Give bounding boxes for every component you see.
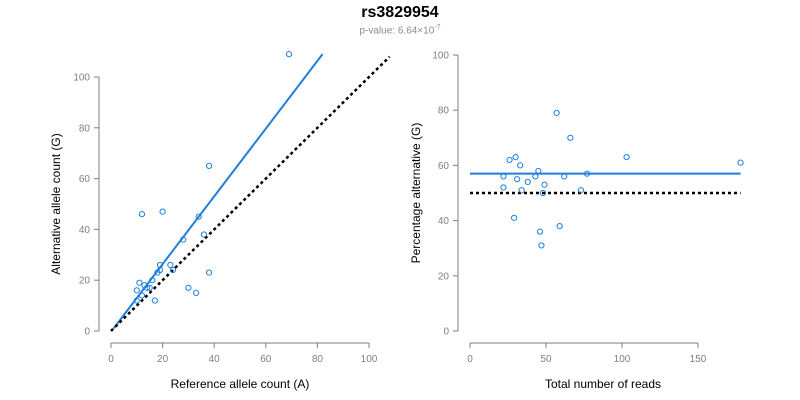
panel-1-data-point: [185, 284, 192, 291]
panel-1-x-tick-label: 0: [108, 354, 114, 365]
panel-1-y-axis-title: Alternative allele count (G): [49, 133, 63, 274]
panel-2-y-tick-label: 60: [438, 161, 450, 172]
panel-2-x-tick-label: 150: [690, 354, 707, 365]
panel-1-data-point: [167, 261, 174, 269]
panel-1-y-tick-label: 100: [73, 73, 90, 84]
panel-1-x-tick-label: 20: [157, 354, 169, 365]
panel-1-data-point: [133, 287, 140, 294]
panel-2-data-point: [567, 134, 574, 141]
panel-1-data-point: [285, 51, 293, 58]
panel-2-data-point: [538, 242, 545, 249]
panel-2-data-point: [536, 228, 544, 235]
pvalue-subtitle: p-value: 6.64×10-7: [0, 24, 800, 36]
panel-2-data-point: [539, 189, 547, 197]
panel-2-data-point: [556, 223, 563, 230]
panel-1-data-point: [149, 277, 156, 284]
panel-1-data-point: [180, 236, 187, 243]
panel-2-x-axis-title: Total number of reads: [545, 377, 661, 391]
panel-2-data-point: [506, 156, 513, 163]
panel-1-y-tick-label: 0: [84, 327, 90, 338]
panel-1-data-point: [133, 297, 140, 304]
panel-2-data-point: [541, 181, 548, 188]
panel-1-y-tick-label: 60: [79, 174, 91, 185]
panel-1-data-point: [195, 213, 202, 220]
panel-1-data-point: [144, 284, 151, 291]
panel-2-data-point: [535, 167, 542, 175]
panel-1-data-point: [156, 261, 164, 269]
panel-2-y-axis-title: Percentage alternative (G): [409, 123, 423, 264]
panel-1-data-point: [151, 297, 158, 304]
panel-2-data-point: [737, 159, 744, 166]
panel-2-data-point: [532, 173, 539, 180]
panel-1-y-tick-label: 20: [79, 276, 91, 287]
panel-2-data-point: [500, 173, 507, 180]
panel-2-y-tick-label: 40: [438, 216, 450, 227]
panel-2-data-point: [500, 184, 507, 191]
panel-2-data-point: [518, 187, 525, 194]
panel-1-data-point: [159, 208, 166, 215]
pvalue-exponent: -7: [434, 24, 441, 31]
panel-2-x-tick-label: 0: [467, 354, 473, 365]
panel-2-y-tick-label: 20: [438, 271, 450, 282]
panel-2-x-tick-label: 50: [540, 354, 552, 365]
panel-1-y-tick-label: 80: [79, 123, 91, 134]
panel-2-data-point: [623, 154, 630, 161]
panel-2-y-tick-label: 100: [432, 51, 449, 62]
panel-1-reference-line: [110, 55, 391, 332]
chart-title: rs3829954: [361, 4, 439, 21]
panel-2-data-point: [561, 173, 568, 180]
panel-1-data-point: [136, 279, 143, 286]
panel-2-data-point: [524, 178, 531, 186]
panel-2-y-tick-label: 80: [438, 106, 450, 117]
panel-1-data-point: [200, 231, 207, 238]
panel-1-data-point: [193, 289, 200, 296]
panel-2-data-point: [514, 176, 521, 183]
panel-1-data-point: [138, 211, 146, 218]
panel-2-data-point: [583, 170, 591, 177]
panel-1-x-axis-title: Reference allele count (A): [171, 377, 310, 391]
panel-1-data-point: [146, 284, 153, 291]
panel-2-data-point: [517, 162, 524, 169]
panel-1-data-point: [169, 266, 177, 274]
panel-1-x-tick-label: 80: [312, 354, 324, 365]
panel-2-x-tick-label: 100: [614, 354, 631, 365]
panel-2-data-point: [510, 214, 518, 221]
pvalue-text: p-value: 6.64×10: [359, 25, 435, 37]
panel-1-data-point: [205, 162, 213, 169]
panel-1-y-tick-label: 40: [79, 225, 91, 236]
panel-1-x-tick-label: 60: [260, 354, 272, 365]
panel-1-data-point: [205, 269, 213, 276]
panel-2-data-point: [512, 154, 519, 161]
panel-2-data-point: [577, 187, 585, 194]
panel-2-y-tick-label: 0: [443, 327, 449, 338]
panel-1-fit-line: [112, 53, 324, 330]
panel-1-x-tick-label: 40: [209, 354, 221, 365]
panel-1-data-point: [138, 292, 146, 299]
panel-2-data-point: [553, 109, 560, 117]
panel-1-x-tick-label: 100: [361, 354, 378, 365]
